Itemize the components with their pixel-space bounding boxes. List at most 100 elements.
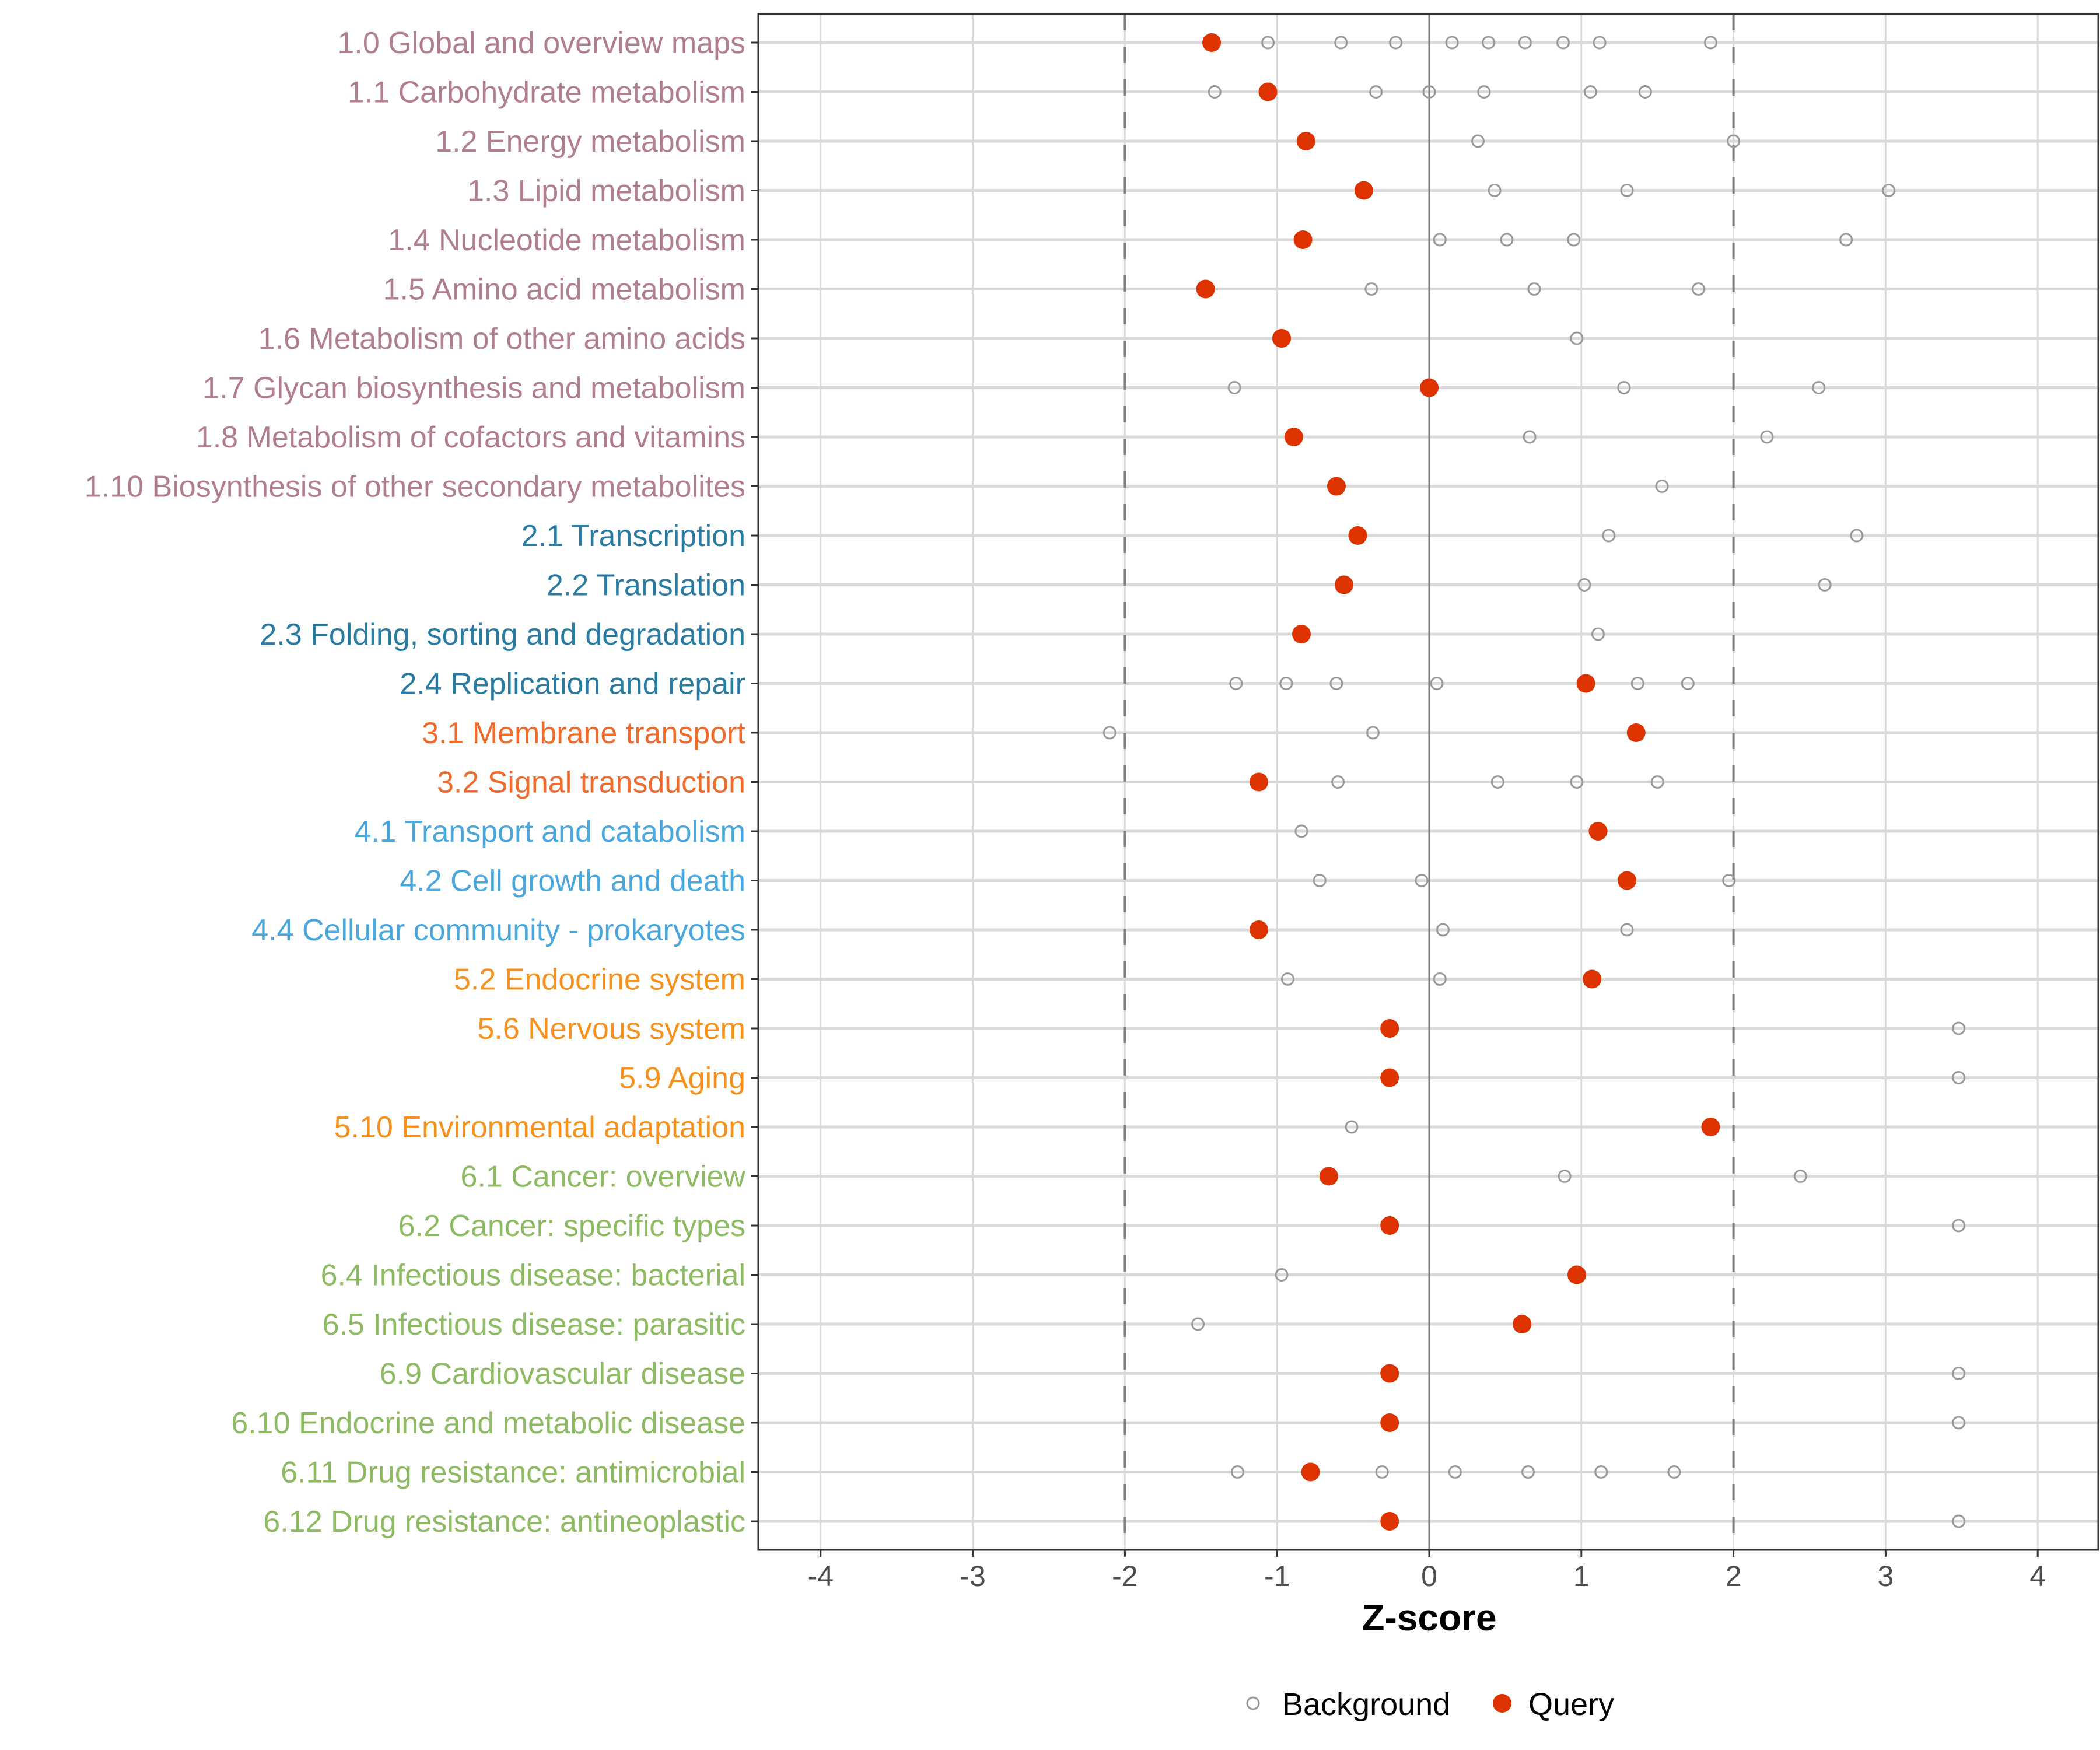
y-tick-label: 5.10 Environmental adaptation xyxy=(334,1111,746,1144)
query-point xyxy=(1202,33,1222,52)
background-point xyxy=(1583,85,1597,99)
y-axis-ticks xyxy=(751,41,758,1522)
background-point xyxy=(1471,134,1485,148)
background-point xyxy=(1345,1120,1359,1134)
background-point xyxy=(1527,282,1541,296)
y-tick-label: 1.5 Amino acid metabolism xyxy=(383,273,746,307)
query-point xyxy=(1576,674,1595,693)
y-tick-label: 3.2 Signal transduction xyxy=(437,766,746,800)
query-point xyxy=(1301,1462,1320,1482)
x-tick-label: 3 xyxy=(1877,1560,1894,1592)
x-tick-label: -3 xyxy=(960,1560,985,1592)
legend-query-marker xyxy=(1493,1694,1511,1713)
query-point xyxy=(1420,378,1438,397)
query-point xyxy=(1284,428,1303,446)
query-points xyxy=(1196,33,1720,1531)
query-point xyxy=(1588,822,1608,841)
background-point xyxy=(1445,36,1459,50)
background-point xyxy=(1500,233,1514,247)
y-tick-label: 2.3 Folding, sorting and degradation xyxy=(260,618,746,652)
background-point xyxy=(1518,36,1532,50)
background-point xyxy=(1681,677,1695,690)
legend-query-label: Query xyxy=(1528,1687,1614,1722)
y-tick-label: 4.2 Cell growth and death xyxy=(400,864,746,898)
background-point xyxy=(1433,972,1447,986)
x-tick-label: 0 xyxy=(1421,1560,1437,1592)
y-tick-label: 5.2 Endocrine system xyxy=(454,963,746,997)
y-tick-label: 5.9 Aging xyxy=(619,1062,746,1096)
background-point xyxy=(1488,184,1502,197)
x-tick-label: -1 xyxy=(1264,1560,1290,1592)
x-tick-label: 4 xyxy=(2029,1560,2046,1592)
y-tick-label: 3.1 Membrane transport xyxy=(422,716,746,750)
background-point xyxy=(1334,36,1348,50)
background-point xyxy=(1591,627,1605,641)
x-axis-ticks xyxy=(820,1550,2039,1557)
background-point xyxy=(1366,726,1380,740)
background-points xyxy=(1102,36,1966,1528)
y-tick-label: 4.1 Transport and catabolism xyxy=(354,815,746,849)
reference-lines xyxy=(1124,14,1735,1550)
background-point xyxy=(1655,480,1669,493)
y-tick-label: 2.4 Replication and repair xyxy=(400,667,746,701)
background-point xyxy=(1422,85,1436,99)
background-point xyxy=(1567,233,1581,247)
background-point xyxy=(1389,36,1403,50)
y-tick-label: 6.4 Infectious disease: bacterial xyxy=(321,1259,746,1293)
background-point xyxy=(1617,381,1631,394)
query-point xyxy=(1380,1019,1399,1038)
background-point xyxy=(1620,923,1634,937)
background-point xyxy=(1850,528,1864,542)
y-tick-label: 6.12 Drug resistance: antineoplastic xyxy=(263,1505,746,1539)
background-point xyxy=(1430,677,1444,690)
y-axis-labels: 1.0 Global and overview maps 1.1 Carbohyd… xyxy=(85,26,746,1539)
background-point xyxy=(1369,85,1383,99)
background-point xyxy=(1490,775,1504,789)
query-point xyxy=(1296,132,1315,150)
x-tick-label: -2 xyxy=(1112,1560,1138,1592)
y-tick-label: 6.10 Endocrine and metabolic disease xyxy=(231,1406,746,1440)
background-point xyxy=(1952,1514,1966,1528)
background-point xyxy=(1650,775,1664,789)
background-point xyxy=(1433,233,1447,247)
background-point xyxy=(1448,1465,1462,1479)
x-tick-label: 2 xyxy=(1726,1560,1742,1592)
background-point xyxy=(1630,677,1644,690)
query-point xyxy=(1513,1315,1532,1334)
query-point xyxy=(1249,772,1268,792)
query-point xyxy=(1293,230,1312,249)
background-point xyxy=(1620,184,1634,197)
background-point xyxy=(1521,1465,1535,1479)
background-point xyxy=(1364,282,1378,296)
y-tick-label: 1.8 Metabolism of cofactors and vitamins xyxy=(196,421,746,454)
background-point xyxy=(1275,1268,1289,1282)
background-point xyxy=(1602,528,1616,542)
legend-background-label: Background xyxy=(1282,1687,1450,1722)
background-point xyxy=(1229,677,1243,690)
background-point xyxy=(1208,85,1222,99)
query-point xyxy=(1701,1118,1720,1136)
background-point xyxy=(1375,1465,1389,1479)
background-point xyxy=(1577,578,1591,592)
background-point xyxy=(1102,726,1116,740)
query-point xyxy=(1380,1413,1399,1432)
query-point xyxy=(1272,329,1292,348)
background-point xyxy=(1638,85,1652,99)
y-tick-label: 1.2 Energy metabolism xyxy=(435,125,746,159)
query-point xyxy=(1334,575,1353,594)
background-point xyxy=(1727,134,1741,148)
query-point xyxy=(1196,279,1215,299)
y-tick-label: 6.11 Drug resistance: antimicrobial xyxy=(281,1456,746,1490)
background-point xyxy=(1522,430,1536,444)
query-point xyxy=(1249,921,1268,939)
background-point xyxy=(1692,282,1706,296)
query-point xyxy=(1319,1167,1338,1186)
background-point xyxy=(1329,677,1343,690)
y-tick-label: 1.3 Lipid metabolism xyxy=(467,174,746,208)
y-tick-label: 1.7 Glycan biosynthesis and metabolism xyxy=(202,372,746,405)
background-point xyxy=(1839,233,1853,247)
query-point xyxy=(1380,1364,1399,1383)
y-tick-label: 1.10 Biosynthesis of other secondary met… xyxy=(85,470,746,504)
query-point xyxy=(1326,477,1346,496)
